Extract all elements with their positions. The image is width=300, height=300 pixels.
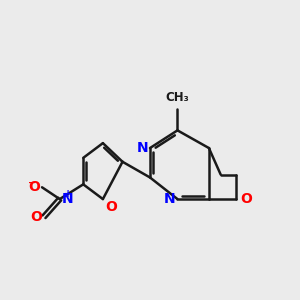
Text: O: O [30,210,42,224]
Text: −: − [28,177,36,188]
Text: N: N [62,192,73,206]
Text: N: N [136,141,148,155]
Text: +: + [64,189,73,199]
Text: N: N [164,192,176,206]
Text: O: O [28,180,40,194]
Text: CH₃: CH₃ [166,91,189,104]
Text: O: O [240,192,252,206]
Text: O: O [105,200,117,214]
